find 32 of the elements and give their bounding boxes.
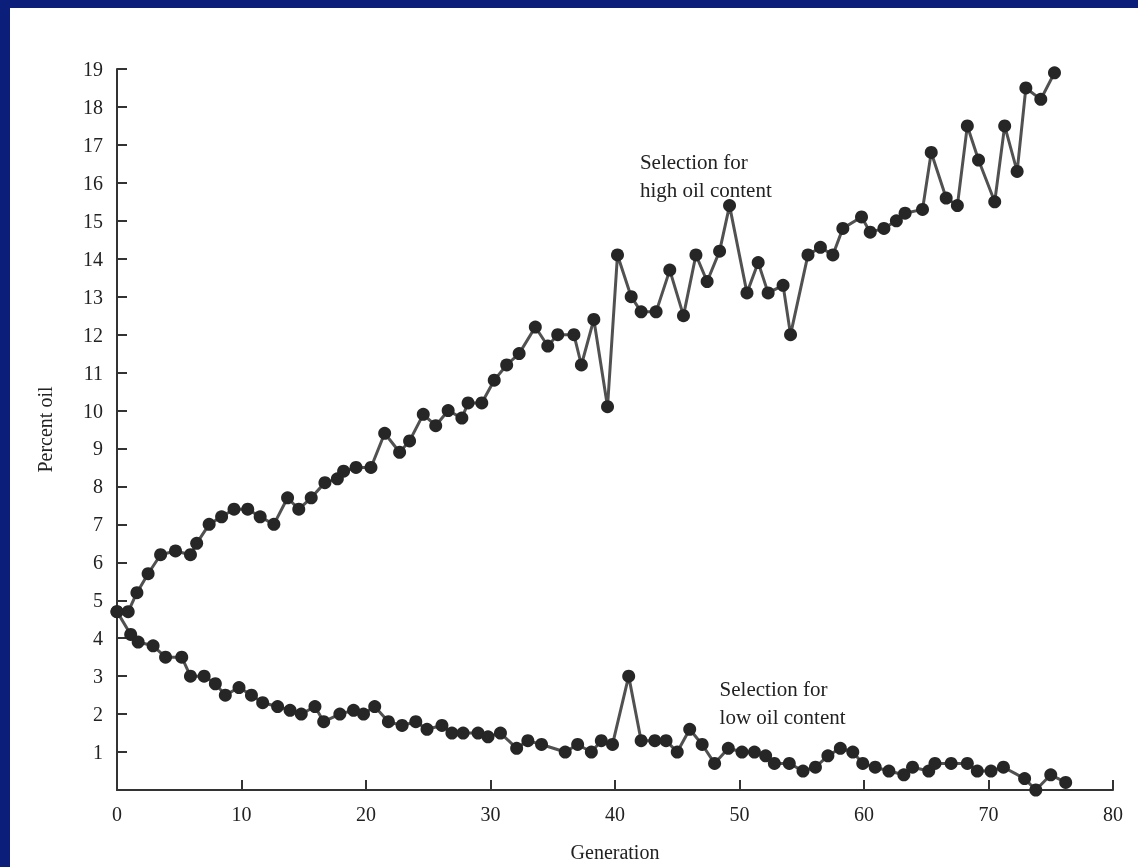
x-tick-label: 0 [112, 803, 122, 825]
y-tick-label: 16 [83, 171, 103, 194]
y-tick-label: 1 [93, 741, 103, 764]
y-tick-label: 17 [83, 133, 103, 156]
y-tick-label: 6 [93, 551, 103, 574]
y-tick-label: 4 [93, 627, 103, 650]
y-tick-label: 9 [93, 437, 103, 460]
y-tick-label: 10 [83, 399, 103, 422]
y-axis-title: Percent oil [34, 386, 56, 473]
x-tick-label: 50 [729, 803, 750, 825]
x-axis-title: Generation [570, 841, 660, 863]
y-tick-label: 12 [83, 323, 103, 346]
annotation: Selection for low oil content [719, 677, 846, 730]
x-tick-label: 10 [231, 803, 252, 825]
annotation: Selection for high oil content [639, 150, 772, 203]
y-tick-label: 8 [93, 475, 103, 498]
x-tick-label: 80 [1103, 803, 1123, 825]
x-tick-label: 40 [605, 803, 625, 825]
y-tick-label: 13 [83, 285, 103, 308]
y-tick-label: 5 [93, 589, 103, 612]
y-tick-label: 7 [93, 513, 103, 536]
y-tick-label: 3 [93, 665, 103, 688]
y-tick-label: 2 [93, 703, 103, 726]
y-tick-label: 14 [83, 247, 103, 270]
y-tick-label: 18 [83, 95, 103, 118]
x-tick-label: 70 [978, 803, 999, 825]
x-tick-label: 30 [480, 803, 501, 825]
y-tick-label: 11 [83, 361, 103, 384]
x-tick-label: 20 [356, 803, 376, 825]
y-tick-label: 15 [83, 209, 103, 232]
y-tick-label: 19 [83, 58, 103, 80]
x-tick-label: 60 [854, 803, 874, 825]
